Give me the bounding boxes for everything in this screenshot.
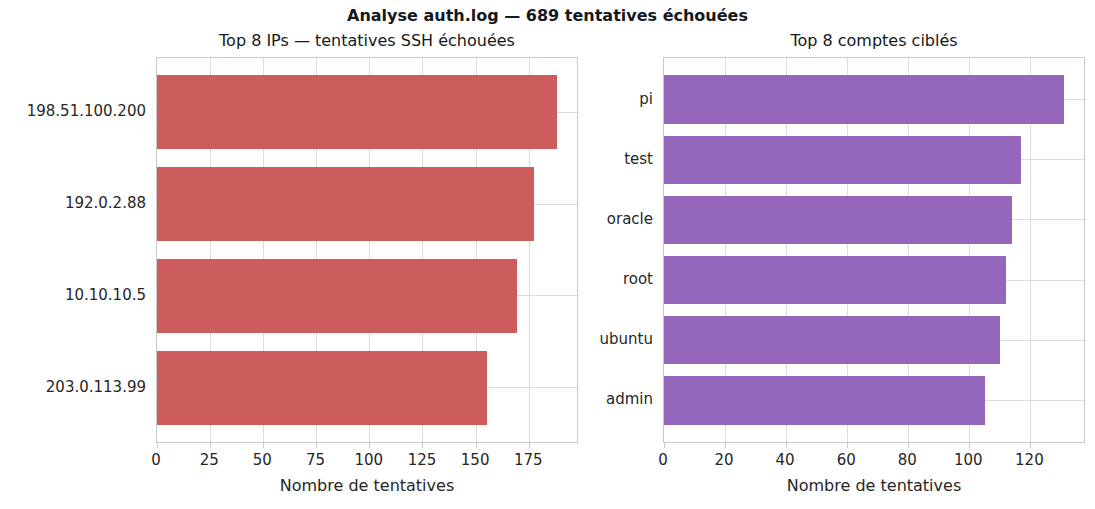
- bar-oracle: [664, 196, 1012, 244]
- bar-198.51.100.200: [157, 75, 557, 148]
- x-tick-mark: [422, 442, 423, 448]
- bar-root: [664, 256, 1006, 304]
- y-tick-label: root: [503, 269, 653, 289]
- x-tick-label: 120: [999, 451, 1059, 469]
- x-tick-mark: [157, 442, 158, 448]
- right-chart-xlabel: Nombre de tentatives: [663, 476, 1085, 495]
- right-chart: Top 8 comptes ciblés Nombre de tentative…: [663, 57, 1085, 443]
- x-tick-label: 125: [392, 451, 452, 469]
- x-tick-label: 100: [938, 451, 998, 469]
- x-tick-label: 60: [816, 451, 876, 469]
- x-tick-mark: [664, 442, 665, 448]
- bar-test: [664, 136, 1021, 184]
- x-tick-label: 0: [126, 451, 186, 469]
- left-chart-title: Top 8 IPs — tentatives SSH échouées: [156, 31, 578, 50]
- x-tick-label: 75: [286, 451, 346, 469]
- y-tick-label: admin: [503, 389, 653, 409]
- x-tick-mark: [210, 442, 211, 448]
- y-tick-label: 192.0.2.88: [0, 193, 146, 213]
- x-tick-mark: [263, 442, 264, 448]
- x-tick-label: 150: [445, 451, 505, 469]
- y-tick-label: 198.51.100.200: [0, 101, 146, 121]
- figure: Analyse auth.log — 689 tentatives échoué…: [0, 0, 1095, 509]
- bar-ubuntu: [664, 316, 1000, 364]
- left-chart-xlabel: Nombre de tentatives: [156, 476, 578, 495]
- y-tick-label: ubuntu: [503, 329, 653, 349]
- x-tick-label: 50: [232, 451, 292, 469]
- x-tick-label: 0: [633, 451, 693, 469]
- bar-203.0.113.99: [157, 351, 487, 424]
- bar-admin: [664, 376, 985, 424]
- y-tick-label: 10.10.10.5: [0, 285, 146, 305]
- x-tick-label: 40: [755, 451, 815, 469]
- x-tick-label: 100: [339, 451, 399, 469]
- x-tick-mark: [908, 442, 909, 448]
- x-tick-label: 175: [498, 451, 558, 469]
- x-tick-mark: [529, 442, 530, 448]
- y-tick-label: test: [503, 149, 653, 169]
- x-tick-mark: [316, 442, 317, 448]
- x-tick-mark: [969, 442, 970, 448]
- x-tick-label: 80: [877, 451, 937, 469]
- x-tick-mark: [369, 442, 370, 448]
- right-chart-plot-area: [663, 57, 1085, 443]
- x-tick-label: 20: [694, 451, 754, 469]
- x-tick-mark: [476, 442, 477, 448]
- x-tick-mark: [847, 442, 848, 448]
- right-chart-title: Top 8 comptes ciblés: [663, 31, 1085, 50]
- x-tick-mark: [1030, 442, 1031, 448]
- figure-suptitle: Analyse auth.log — 689 tentatives échoué…: [0, 6, 1095, 25]
- x-tick-label: 25: [179, 451, 239, 469]
- bar-192.0.2.88: [157, 167, 534, 240]
- bar-pi: [664, 75, 1064, 123]
- x-tick-mark: [786, 442, 787, 448]
- left-chart: Top 8 IPs — tentatives SSH échouées Nomb…: [156, 57, 578, 443]
- bar-10.10.10.5: [157, 259, 517, 332]
- left-chart-plot-area: [156, 57, 578, 443]
- x-tick-mark: [725, 442, 726, 448]
- y-tick-label: 203.0.113.99: [0, 377, 146, 397]
